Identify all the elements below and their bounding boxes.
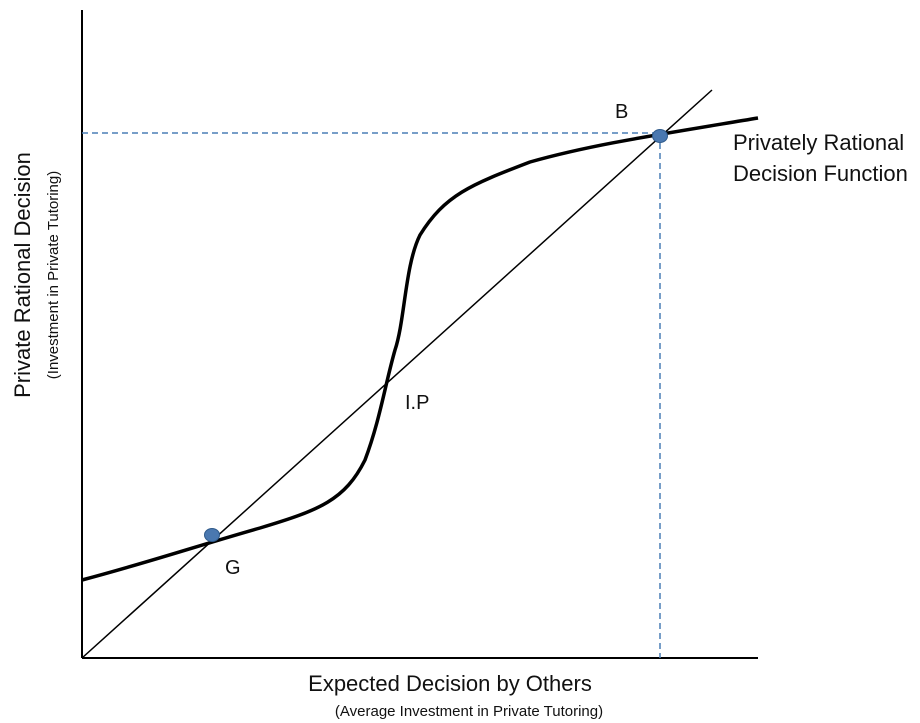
point-label-g: G	[225, 557, 241, 579]
privately-rational-decision-curve	[81, 116, 759, 582]
equilibrium-point-g	[204, 528, 220, 542]
y-axis-label: Private Rational Decision	[10, 152, 35, 398]
point-label-ip: I.P	[405, 392, 429, 414]
x-axis-sublabel: (Average Investment in Private Tutoring)	[335, 703, 603, 720]
y-axis-sublabel: (Investment in Private Tutoring)	[45, 171, 62, 379]
x-axis-label: Expected Decision by Others	[308, 671, 592, 696]
forty-five-degree-line	[81, 89, 713, 659]
point-label-b: B	[615, 101, 628, 123]
curve-label-line-1: Privately Rational	[733, 130, 904, 155]
equilibrium-point-b	[652, 129, 668, 143]
curve-label-line-2: Decision Function	[733, 161, 908, 186]
